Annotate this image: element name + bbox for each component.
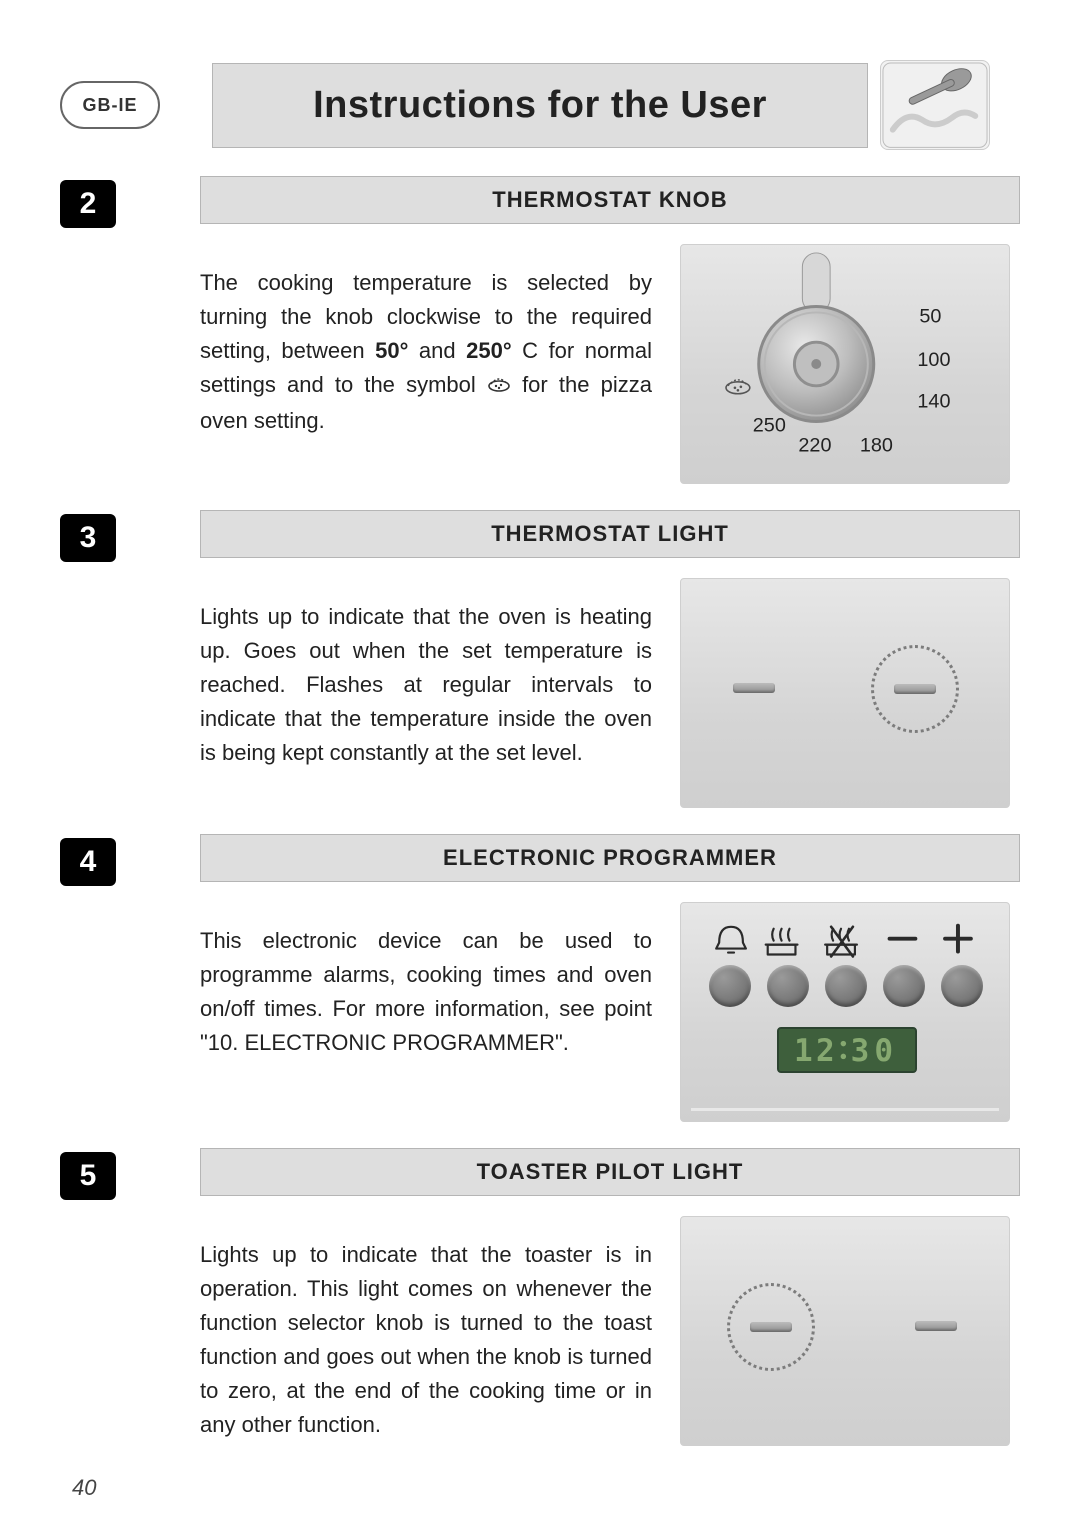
page-title-text: Instructions for the User (313, 84, 767, 126)
section-heading: THERMOSTAT LIGHT (200, 510, 1020, 558)
lcd-display: 1 2 3 0 (777, 1027, 917, 1073)
knob-value: 180 (860, 434, 893, 456)
knob-value: 220 (798, 434, 831, 456)
figure-toaster-pilot-light (680, 1216, 1010, 1446)
pot-x-icon (825, 927, 857, 957)
section-electronic-programmer: 4 ELECTRONIC PROGRAMMER This electronic … (60, 834, 1020, 1122)
plus-icon (945, 926, 971, 952)
section-number: 3 (60, 514, 116, 562)
region-badge-text: GB-IE (82, 95, 137, 116)
top-band: GB-IE Instructions for the User (60, 60, 1020, 150)
figure-thermostat-light (680, 578, 1010, 808)
figure-electronic-programmer: 1 2 3 0 (680, 902, 1010, 1122)
section-toaster-pilot-light: 5 TOASTER PILOT LIGHT Lights up to indic… (60, 1148, 1020, 1465)
indicator-bar-icon (733, 683, 775, 693)
knob-value: 100 (917, 349, 950, 371)
program-button (709, 965, 751, 1007)
section-number-text: 2 (80, 187, 97, 221)
bell-icon (716, 927, 746, 953)
region-badge-wrap: GB-IE (60, 81, 200, 129)
section-body-text: Lights up to indicate that the oven is h… (200, 600, 652, 770)
svg-text:2: 2 (816, 1033, 838, 1069)
svg-text:1: 1 (794, 1033, 816, 1069)
dotted-circle-icon (871, 645, 959, 733)
section-thermostat-light: 3 THERMOSTAT LIGHT Lights up to indicate… (60, 510, 1020, 808)
page-title: Instructions for the User (212, 63, 868, 148)
section-heading-text: THERMOSTAT LIGHT (491, 521, 729, 546)
program-button (941, 965, 983, 1007)
text-part: and (419, 338, 466, 363)
svg-text:0: 0 (874, 1033, 896, 1069)
pizza-symbol-icon (487, 369, 511, 403)
section-body-text: The cooking temperature is selected by t… (200, 266, 652, 438)
figure-thermostat-knob: 50 100 140 180 220 250 (680, 244, 1010, 484)
section-body-text: This electronic device can be used to pr… (200, 924, 652, 1060)
indicator-bar-icon (915, 1321, 957, 1331)
indicator-bar-icon (750, 1322, 792, 1332)
section-heading-text: TOASTER PILOT LIGHT (477, 1159, 744, 1184)
svg-text:3: 3 (851, 1033, 873, 1069)
knob-value: 50 (919, 305, 941, 327)
section-heading: ELECTRONIC PROGRAMMER (200, 834, 1020, 882)
section-number: 4 (60, 838, 116, 886)
program-button (825, 965, 867, 1007)
bold-value: 250° (466, 338, 512, 363)
bold-value: 50° (375, 338, 408, 363)
section-heading-text: ELECTRONIC PROGRAMMER (443, 845, 777, 870)
knob-value: 250 (753, 414, 786, 436)
section-number: 2 (60, 180, 116, 228)
section-number: 5 (60, 1152, 116, 1200)
section-number-text: 4 (80, 845, 97, 879)
page: GB-IE Instructions for the User 2 (0, 0, 1080, 1529)
section-body-text: Lights up to indicate that the toaster i… (200, 1238, 652, 1443)
dotted-circle-icon (727, 1283, 815, 1371)
section-heading-text: THERMOSTAT KNOB (492, 187, 727, 212)
knob-value: 140 (917, 391, 950, 413)
section-number-wrap: 2 (60, 176, 200, 228)
section-thermostat-knob: 2 THERMOSTAT KNOB The cooking temperatur… (60, 176, 1020, 484)
program-button (767, 965, 809, 1007)
program-button (883, 965, 925, 1007)
section-heading: TOASTER PILOT LIGHT (200, 1148, 1020, 1196)
page-number: 40 (72, 1475, 96, 1501)
pot-steam-icon (766, 929, 798, 955)
section-heading: THERMOSTAT KNOB (200, 176, 1020, 224)
section-number-text: 5 (80, 1159, 97, 1193)
divider (691, 1108, 999, 1111)
indicator-bar-icon (894, 684, 936, 694)
cooking-spoon-icon (880, 60, 990, 150)
region-badge: GB-IE (60, 81, 160, 129)
section-number-text: 3 (80, 521, 97, 555)
